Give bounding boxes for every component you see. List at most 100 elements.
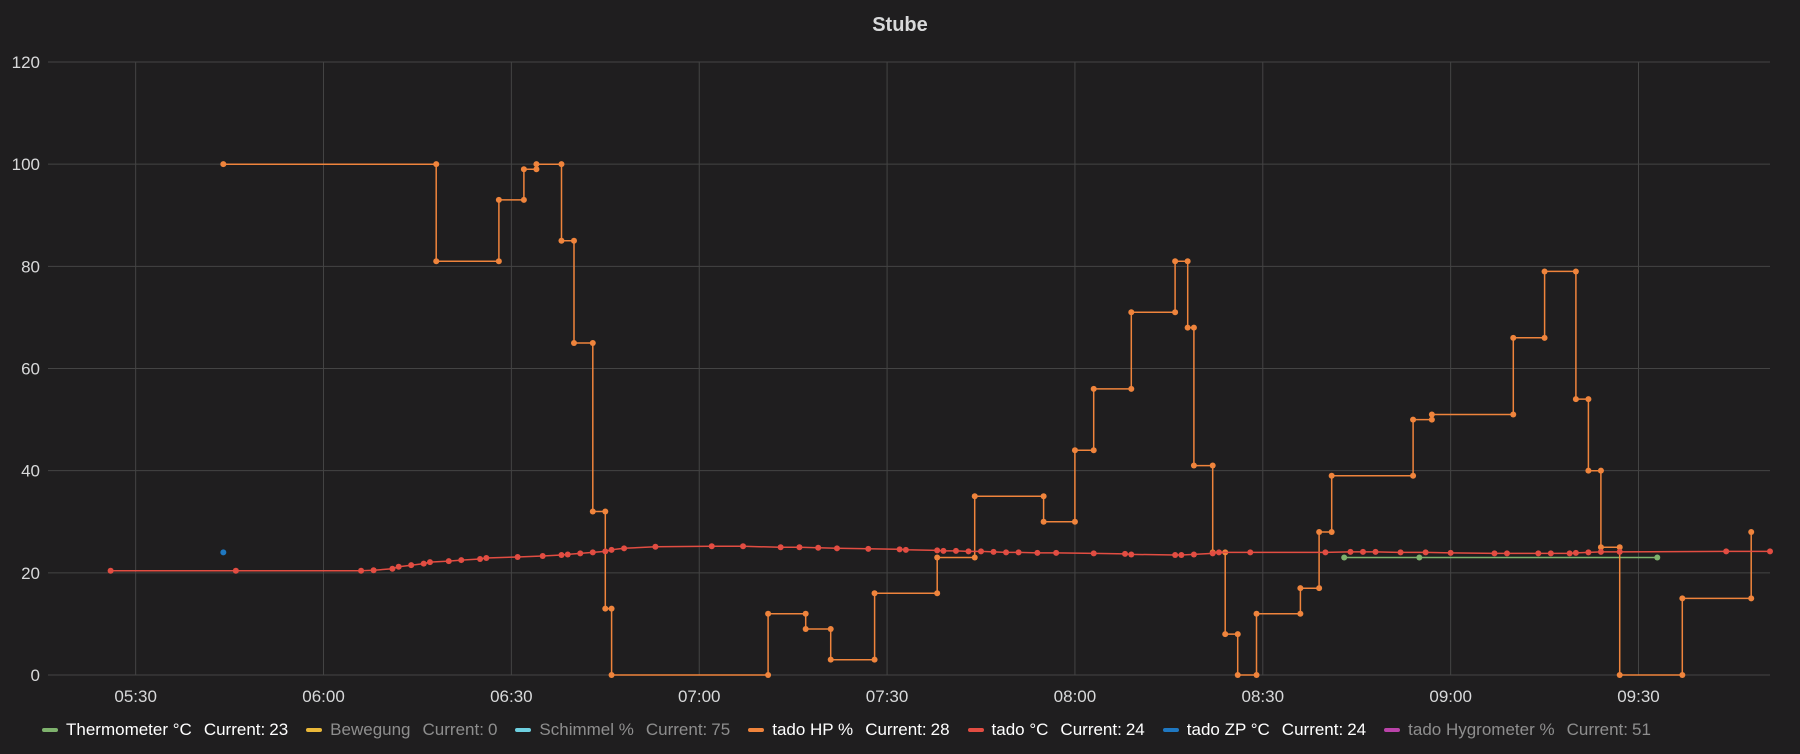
- data-point[interactable]: [1547, 550, 1554, 557]
- data-point[interactable]: [796, 544, 803, 551]
- data-point[interactable]: [1222, 631, 1229, 638]
- data-point[interactable]: [1328, 528, 1335, 535]
- data-point[interactable]: [1015, 549, 1022, 556]
- data-point[interactable]: [827, 626, 834, 633]
- data-point[interactable]: [458, 557, 465, 564]
- data-point[interactable]: [608, 605, 615, 612]
- data-point[interactable]: [1071, 447, 1078, 454]
- data-point[interactable]: [1034, 549, 1041, 556]
- data-point[interactable]: [1316, 528, 1323, 535]
- data-point[interactable]: [1128, 385, 1135, 392]
- data-point[interactable]: [1234, 672, 1241, 678]
- data-point[interactable]: [815, 544, 822, 551]
- data-point[interactable]: [1359, 548, 1366, 555]
- data-point[interactable]: [589, 549, 596, 556]
- data-point[interactable]: [1447, 549, 1454, 556]
- data-point[interactable]: [1535, 550, 1542, 557]
- data-point[interactable]: [1748, 595, 1755, 602]
- data-point[interactable]: [1541, 268, 1548, 275]
- data-point[interactable]: [765, 672, 772, 678]
- data-point[interactable]: [608, 672, 615, 678]
- data-point[interactable]: [971, 493, 978, 500]
- data-point[interactable]: [802, 610, 809, 617]
- data-point[interactable]: [1410, 416, 1417, 423]
- data-point[interactable]: [1566, 550, 1573, 557]
- data-point[interactable]: [1341, 554, 1348, 561]
- data-point[interactable]: [1178, 551, 1185, 558]
- data-point[interactable]: [934, 590, 941, 597]
- data-point[interactable]: [1253, 610, 1260, 617]
- data-point[interactable]: [433, 161, 440, 168]
- data-point[interactable]: [1748, 528, 1755, 535]
- data-point[interactable]: [1597, 544, 1604, 551]
- data-point[interactable]: [495, 258, 502, 265]
- data-point[interactable]: [1616, 544, 1623, 551]
- data-point[interactable]: [1053, 549, 1060, 556]
- data-point[interactable]: [1654, 554, 1661, 561]
- data-point[interactable]: [483, 555, 490, 562]
- data-point[interactable]: [1416, 554, 1423, 561]
- data-point[interactable]: [934, 547, 941, 554]
- data-point[interactable]: [1328, 472, 1335, 479]
- data-point[interactable]: [1172, 258, 1179, 265]
- data-point[interactable]: [1090, 550, 1097, 557]
- data-point[interactable]: [1184, 324, 1191, 331]
- data-point[interactable]: [370, 567, 377, 574]
- data-point[interactable]: [477, 556, 484, 563]
- data-point[interactable]: [1597, 467, 1604, 474]
- data-point[interactable]: [420, 560, 427, 567]
- data-point[interactable]: [1190, 324, 1197, 331]
- data-point[interactable]: [934, 554, 941, 561]
- data-point[interactable]: [445, 558, 452, 565]
- data-point[interactable]: [1172, 551, 1179, 558]
- data-point[interactable]: [608, 546, 615, 553]
- data-point[interactable]: [564, 551, 571, 558]
- data-point[interactable]: [602, 508, 609, 515]
- data-point[interactable]: [1616, 672, 1623, 678]
- data-point[interactable]: [965, 548, 972, 555]
- data-point[interactable]: [1040, 493, 1047, 500]
- data-point[interactable]: [871, 656, 878, 663]
- data-point[interactable]: [1209, 462, 1216, 469]
- data-point[interactable]: [577, 550, 584, 557]
- data-point[interactable]: [990, 548, 997, 555]
- data-point[interactable]: [1723, 548, 1730, 555]
- data-point[interactable]: [802, 626, 809, 633]
- data-point[interactable]: [1541, 334, 1548, 341]
- legend-item[interactable]: Bewegung Current: 0: [306, 720, 497, 740]
- data-point[interactable]: [232, 567, 239, 574]
- data-point[interactable]: [971, 554, 978, 561]
- data-point[interactable]: [1372, 548, 1379, 555]
- legend-item[interactable]: tado HP % Current: 28: [748, 720, 950, 740]
- data-point[interactable]: [833, 545, 840, 552]
- data-point[interactable]: [1572, 268, 1579, 275]
- data-point[interactable]: [1767, 548, 1773, 555]
- data-point[interactable]: [558, 237, 565, 244]
- data-point[interactable]: [514, 553, 521, 560]
- data-point[interactable]: [533, 166, 540, 173]
- data-point[interactable]: [107, 567, 114, 574]
- data-point[interactable]: [602, 605, 609, 612]
- data-point[interactable]: [1322, 549, 1329, 556]
- data-point[interactable]: [1347, 548, 1354, 555]
- data-point[interactable]: [1422, 549, 1429, 556]
- data-point[interactable]: [940, 547, 947, 554]
- data-point[interactable]: [1071, 518, 1078, 525]
- data-point[interactable]: [570, 237, 577, 244]
- data-point[interactable]: [621, 545, 628, 552]
- data-point[interactable]: [1616, 548, 1623, 555]
- data-point[interactable]: [589, 339, 596, 346]
- data-point[interactable]: [1428, 411, 1435, 418]
- data-point[interactable]: [1585, 467, 1592, 474]
- data-point[interactable]: [952, 547, 959, 554]
- data-point[interactable]: [1190, 462, 1197, 469]
- data-point[interactable]: [1128, 551, 1135, 558]
- data-point[interactable]: [1190, 551, 1197, 558]
- data-point[interactable]: [395, 563, 402, 570]
- data-point[interactable]: [602, 548, 609, 555]
- data-point[interactable]: [358, 567, 365, 574]
- data-point[interactable]: [408, 562, 415, 569]
- data-point[interactable]: [1209, 550, 1216, 557]
- data-point[interactable]: [1410, 472, 1417, 479]
- data-point[interactable]: [533, 161, 540, 168]
